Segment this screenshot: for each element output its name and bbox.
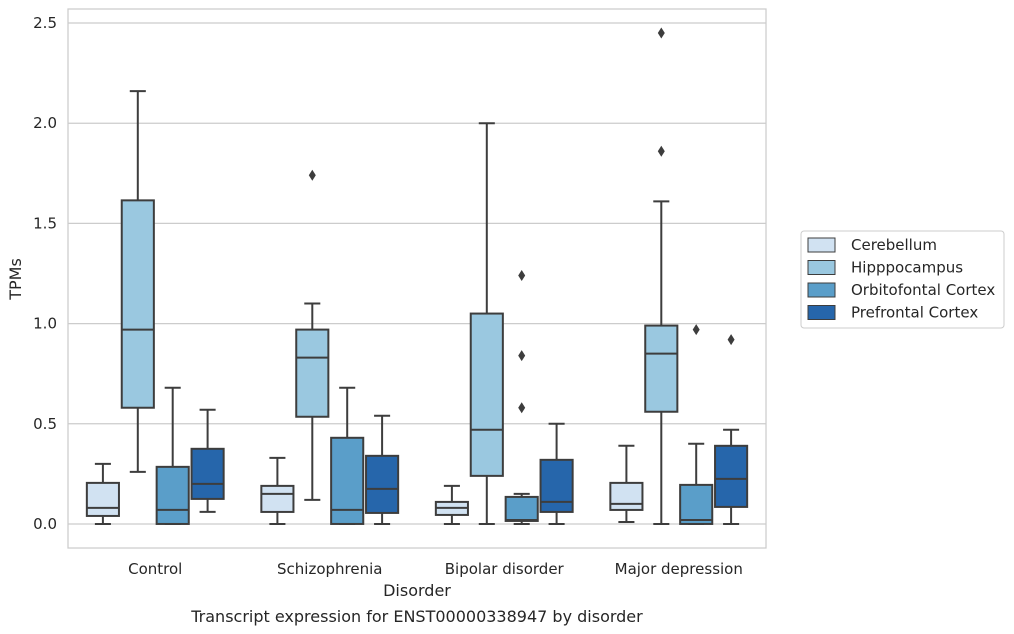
outlier-point (518, 350, 526, 362)
box-hipppocampus (644, 27, 679, 525)
box-cerebellum (609, 444, 644, 523)
legend-swatch (807, 260, 836, 275)
legend-label: Orbitofontal Cortex (851, 281, 995, 299)
box-orbitofontal-cortex (155, 386, 190, 525)
legend-label: Prefrontal Cortex (851, 304, 978, 322)
chart-caption: Transcript expression for ENST0000033894… (190, 607, 643, 626)
box-orbitofontal-cortex (330, 386, 365, 525)
box-orbitofontal-cortex (679, 324, 714, 525)
box-iqr (365, 454, 400, 514)
box-iqr (539, 458, 574, 513)
box-iqr (644, 324, 679, 413)
box-hipppocampus (120, 90, 155, 473)
box-iqr (330, 436, 365, 525)
box-iqr (85, 481, 120, 517)
box-prefrontal-cortex (190, 408, 225, 513)
box-iqr (714, 444, 749, 508)
x-axis-ticks: Control Schizophrenia Bipolar disorder Majo… (128, 560, 743, 578)
outlier-point (657, 27, 665, 39)
box-cerebellum (85, 462, 120, 525)
outlier-point (692, 324, 700, 336)
box-hipppocampus (469, 122, 504, 525)
box-iqr (609, 481, 644, 511)
gridlines (68, 22, 766, 525)
box-iqr (679, 483, 714, 525)
box-cerebellum (260, 456, 295, 525)
outlier-point (657, 145, 665, 157)
box-iqr (190, 447, 225, 500)
x-tick-label: Bipolar disorder (445, 560, 565, 578)
y-tick-label: 2.5 (33, 14, 57, 32)
box-prefrontal-cortex (365, 414, 400, 525)
y-axis-title: TPMs (6, 258, 25, 301)
legend-box (800, 230, 1005, 329)
legend-swatch (807, 282, 836, 298)
box-iqr (155, 465, 190, 525)
box-iqr (504, 495, 539, 522)
outlier-point (727, 334, 735, 346)
x-tick-label: Schizophrenia (277, 560, 382, 578)
legend-label: Cerebellum (851, 236, 937, 254)
outlier-point (518, 402, 526, 414)
box-prefrontal-cortex (714, 334, 749, 525)
legend-swatch (807, 237, 836, 253)
box-iqr (469, 312, 504, 477)
plot-frame (67, 8, 767, 549)
outlier-point (308, 169, 316, 181)
box-cerebellum (434, 484, 469, 525)
y-tick-label: 0.5 (33, 415, 57, 433)
y-tick-label: 0.0 (33, 515, 57, 533)
y-tick-label: 1.0 (33, 315, 57, 333)
legend-swatch (807, 305, 836, 320)
box-hipppocampus (295, 169, 330, 501)
y-tick-label: 2.0 (33, 114, 57, 132)
x-tick-label: Control (128, 560, 182, 578)
box-iqr (295, 328, 330, 418)
box-iqr (260, 484, 295, 513)
x-axis-title: Disorder (383, 581, 451, 600)
box-orbitofontal-cortex (504, 269, 539, 525)
y-axis-ticks: 0.0 0.5 1.0 1.5 2.0 2.5 (33, 14, 57, 533)
legend-label: Hipppocampus (851, 259, 963, 277)
plot-area (85, 27, 749, 525)
box-iqr (120, 199, 155, 409)
legend: Cerebellum Hipppocampus Orbitofontal Corte… (800, 230, 1005, 329)
box-prefrontal-cortex (539, 422, 574, 525)
y-tick-label: 1.5 (33, 214, 57, 232)
x-tick-label: Major depression (615, 560, 743, 578)
outlier-point (518, 269, 526, 281)
